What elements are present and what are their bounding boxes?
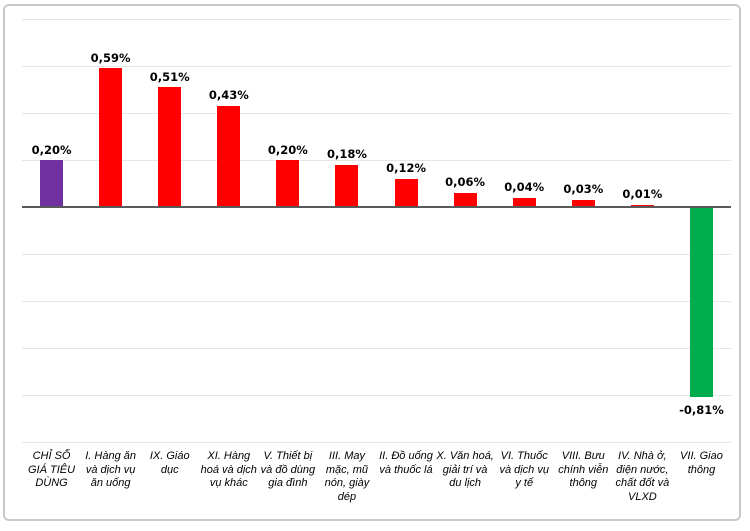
category-label-10: VIII. Bưu chính viễn thông [558,450,609,489]
value-label-2: 0,59% [90,50,131,65]
category-label-11: IV. Nhà ở, điện nước, chất đốt và VLXD [615,450,670,503]
category-label-6: III. May mặc, mũ nón, giày dép [324,450,370,503]
category-label-7: II. Đồ uống và thuốc lá [379,450,433,476]
gridline [22,442,731,443]
value-label-6: 0,18% [327,147,367,162]
chart-frame-border [3,4,741,521]
category-label-12: VII. Giao thông [680,450,723,476]
bar-2 [99,68,123,207]
gridline [22,301,731,302]
bar-4 [217,105,241,207]
value-label-7: 0,12% [386,161,426,176]
value-label-5: 0,20% [267,142,308,157]
value-label-3: 0,51% [149,69,190,84]
value-label-9: 0,04% [504,180,545,195]
value-label-4: 0,43% [208,88,249,103]
category-label-1: CHỈ SỐ GIÁ TIÊU DÙNG [28,450,76,489]
gridline [22,66,731,67]
gridline [22,348,731,349]
bar-8 [453,192,477,207]
gridline [22,19,731,20]
gridline [22,160,731,161]
category-label-8: X. Văn hoá, giải trí và du lịch [436,450,494,489]
gridline [22,113,731,114]
category-label-5: V. Thiết bị và đồ dùng gia đình [260,450,316,489]
bar-9 [512,197,536,207]
gridline [22,395,731,396]
value-label-11: 0,01% [622,187,663,202]
value-label-10: 0,03% [563,182,604,197]
bar-7 [394,178,418,207]
value-label-8: 0,06% [445,175,486,190]
category-label-4: XI. Hàng hoá và dịch vụ khác [200,450,257,489]
bar-6 [335,164,359,207]
bar-10 [571,199,595,207]
bar-5 [276,160,300,207]
zero-axis-line [22,206,731,208]
value-label-12: -0,81% [679,403,724,418]
category-label-3: IX. Giáo dục [149,450,190,476]
value-label-1: 0,20% [31,142,72,157]
bar-12 [689,207,713,398]
bar-1 [40,160,64,207]
gridline [22,254,731,255]
category-label-9: VI. Thuốc và dịch vụ y tế [499,450,549,489]
category-label-2: I. Hàng ăn và dịch vụ ăn uống [85,450,136,489]
bar-11 [630,204,654,207]
bar-3 [158,87,182,207]
